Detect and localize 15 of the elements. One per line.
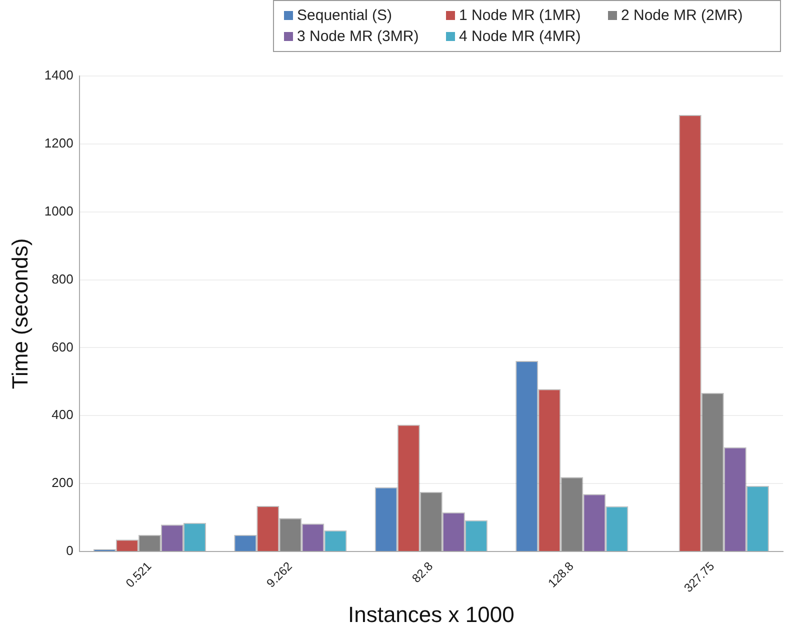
y-tick-label: 800 [52,271,74,286]
legend-label: 3 Node MR (3MR) [297,28,419,45]
y-tick-label: 600 [52,339,74,354]
legend-label: 1 Node MR (1MR) [459,7,581,24]
y-tick-label: 1200 [44,136,74,150]
y-axis-title: Time (seconds) [7,238,32,390]
legend-label: Sequential (S) [297,7,392,24]
y-tick-label: 400 [52,407,74,422]
y-tick-label: 200 [52,475,74,490]
legend-label: 4 Node MR (4MR) [459,28,581,45]
y-tick-label: 0 [66,543,74,558]
legend-label: 2 Node MR (2MR) [621,7,743,24]
y-tick-label: 1400 [44,68,74,83]
x-axis-title: Instances x 1000 [348,602,514,627]
y-tick-label: 1000 [44,203,74,218]
